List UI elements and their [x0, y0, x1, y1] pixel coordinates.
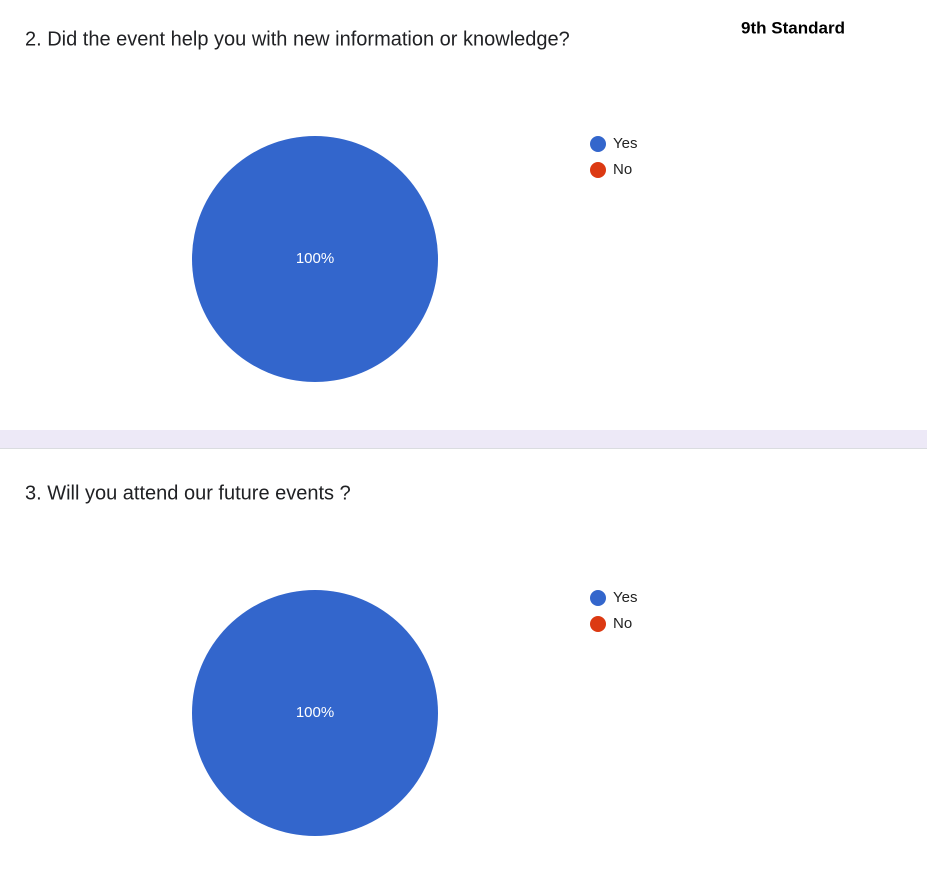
legend-label: Yes: [613, 135, 637, 152]
legend-swatch: [590, 616, 606, 632]
legend-label: Yes: [613, 589, 637, 606]
pie-slice: [192, 136, 438, 382]
separator: [0, 430, 927, 448]
badge-label: 9th Standard: [741, 18, 845, 37]
value-label: 100%: [296, 704, 334, 721]
legend-label: No: [613, 161, 632, 178]
legend-swatch: [590, 162, 606, 178]
legend-label: No: [613, 615, 632, 632]
chart-title: 3. Will you attend our future events ?: [25, 482, 351, 504]
legend-swatch: [590, 136, 606, 152]
value-label: 100%: [296, 250, 334, 267]
pie-slice: [192, 590, 438, 836]
chart-title: 2. Did the event help you with new infor…: [25, 28, 570, 50]
legend-swatch: [590, 590, 606, 606]
